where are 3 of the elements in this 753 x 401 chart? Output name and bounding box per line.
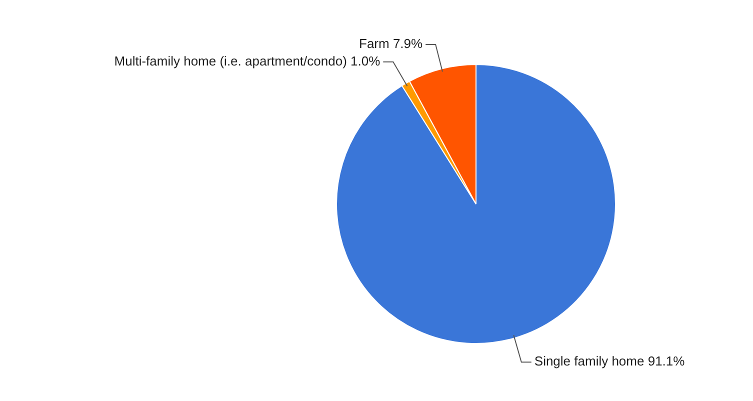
- slice-label: Single family home 91.1%: [534, 354, 686, 369]
- slice-label: Farm 7.9%: [359, 36, 424, 52]
- slice-label: Multi-family home (i.e. apartment/condo) 1.0%: [114, 53, 381, 68]
